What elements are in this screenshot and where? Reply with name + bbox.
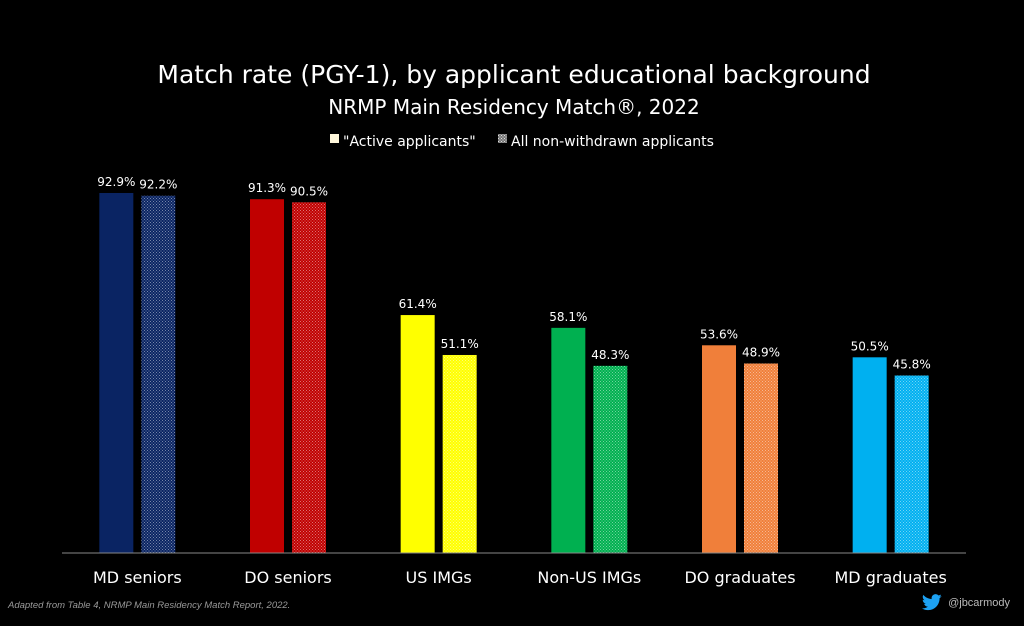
- value-label: 48.3%: [591, 348, 629, 362]
- legend: "Active applicants" All non-withdrawn app…: [330, 134, 714, 150]
- value-label: 92.9%: [97, 175, 135, 189]
- bar-nonwithdrawn-do-seniors: [292, 202, 326, 553]
- value-label: 58.1%: [549, 310, 587, 324]
- legend-label: "Active applicants": [343, 134, 476, 150]
- value-label: 61.4%: [399, 297, 437, 311]
- bar-active-do-seniors: [250, 199, 284, 554]
- credit[interactable]: @jbcarmody: [922, 594, 1010, 611]
- credit-handle: @jbcarmody: [948, 596, 1010, 609]
- category-label: DO graduates: [684, 568, 795, 587]
- chart-subtitle: NRMP Main Residency Match®, 2022: [328, 95, 699, 119]
- bars: 92.9% 92.2% 91.3% 90.5% 61.4% 51.1% 58.1% 48.3%…: [97, 175, 931, 554]
- bar-nonwithdrawn-md-graduates: [894, 375, 929, 553]
- category-label: DO seniors: [244, 568, 331, 587]
- value-label: 50.5%: [851, 339, 889, 353]
- bar-nonwithdrawn-md-seniors: [141, 195, 176, 554]
- legend-swatch: [498, 134, 507, 143]
- bar-nonwithdrawn-do-graduates: [744, 363, 778, 553]
- value-label: 92.2%: [139, 178, 177, 192]
- value-label: 45.8%: [893, 358, 931, 372]
- legend-swatch: [330, 134, 339, 143]
- value-label: 51.1%: [441, 337, 479, 351]
- bar-active-us-imgs: [400, 315, 435, 553]
- bar-nonwithdrawn-us-imgs: [442, 354, 477, 553]
- value-label: 90.5%: [290, 184, 328, 198]
- category-label: MD seniors: [93, 568, 182, 587]
- value-label: 91.3%: [248, 181, 286, 195]
- category-label: US IMGs: [406, 568, 472, 587]
- bar-active-md-graduates: [852, 357, 887, 553]
- bar-nonwithdrawn-non-us-imgs: [593, 365, 628, 553]
- chart-title: Match rate (PGY-1), by applicant educati…: [157, 60, 870, 89]
- bar-active-md-seniors: [99, 193, 134, 553]
- source-note: Adapted from Table 4, NRMP Main Residenc…: [8, 600, 291, 611]
- bar-active-do-graduates: [702, 345, 736, 553]
- value-label: 48.9%: [742, 346, 780, 360]
- bar-active-non-us-imgs: [551, 327, 586, 553]
- twitter-icon: [922, 594, 942, 611]
- category-label: Non-US IMGs: [537, 568, 641, 587]
- value-label: 53.6%: [700, 327, 738, 341]
- legend-label: All non-withdrawn applicants: [511, 134, 714, 150]
- category-label: MD graduates: [835, 568, 947, 587]
- category-labels: MD seniors DO seniors US IMGs Non-US IMGs DO…: [93, 568, 947, 587]
